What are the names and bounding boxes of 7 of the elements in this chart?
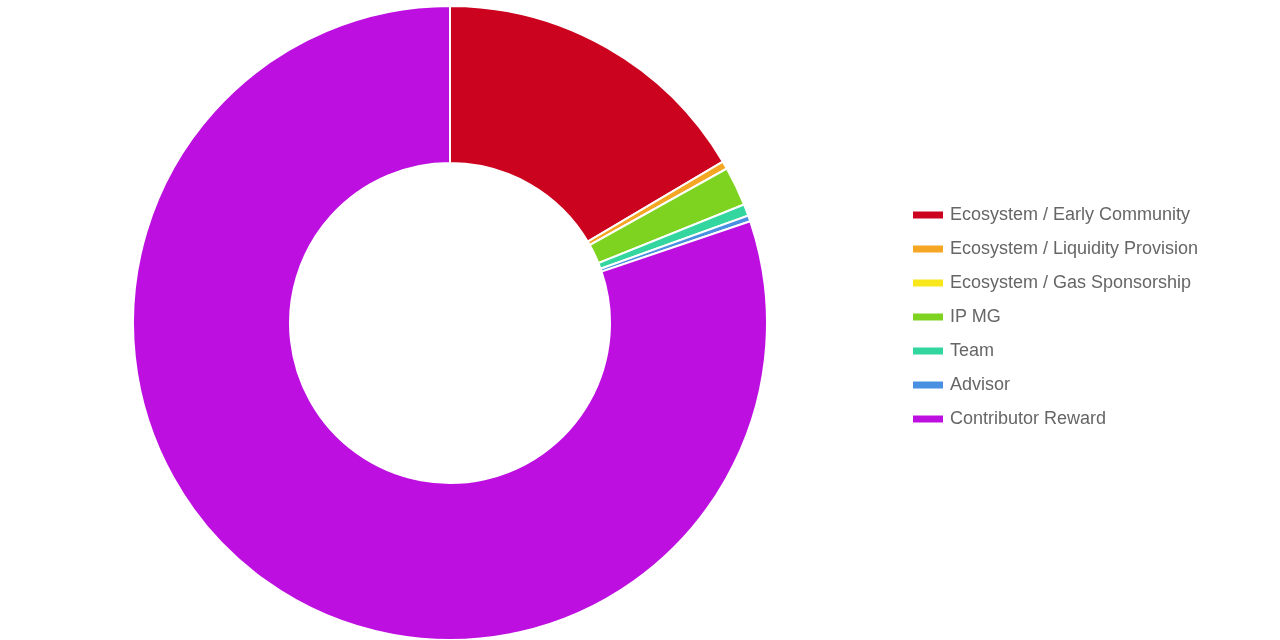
legend-label: Contributor Reward — [950, 408, 1107, 428]
legend-label: Advisor — [950, 374, 1011, 394]
legend-label: Team — [950, 340, 995, 360]
legend-label: IP MG — [950, 306, 1001, 326]
legend-label: Ecosystem / Early Community — [950, 204, 1191, 224]
legend-label: Ecosystem / Liquidity Provision — [950, 238, 1199, 258]
legend-label: Ecosystem / Gas Sponsorship — [950, 272, 1192, 292]
